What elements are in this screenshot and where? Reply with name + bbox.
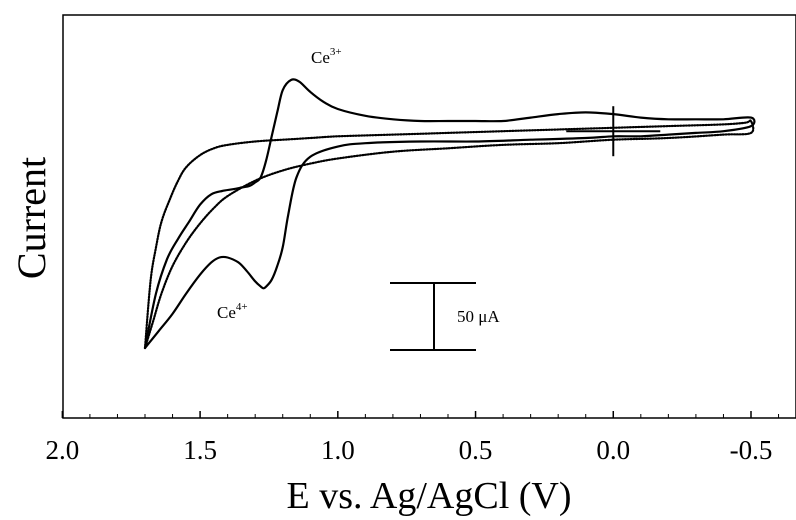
- x-tick-label: 0.0: [596, 435, 630, 465]
- annotation-ce3-sup: 3+: [330, 46, 342, 58]
- zero-current-marker: [566, 106, 661, 157]
- annotation-ce3: Ce3+: [311, 46, 342, 67]
- series-line-solid: [143, 78, 756, 350]
- annotation-ce3-base: Ce: [311, 48, 330, 67]
- annotation-ce4-sup: 4+: [236, 301, 248, 313]
- series-line-dotted: [143, 119, 755, 350]
- scale-bar-label: 50 μA: [457, 307, 500, 326]
- series-layer: [143, 78, 756, 350]
- x-axis-tick-labels: 2.0 1.5 1.0 0.5 0.0 -0.5: [45, 435, 772, 465]
- x-tick-label: 1.5: [183, 435, 217, 465]
- x-tick-label: -0.5: [730, 435, 773, 465]
- x-tick-label: 1.0: [321, 435, 355, 465]
- x-axis-ticks: [61, 411, 780, 418]
- annotation-ce4: Ce4+: [217, 301, 248, 322]
- y-axis-title: Current: [9, 157, 54, 279]
- annotation-ce4-base: Ce: [217, 303, 236, 322]
- x-tick-label: 0.5: [459, 435, 493, 465]
- x-axis-title: E vs. Ag/AgCl (V): [287, 475, 572, 517]
- scale-bar: 50 μA: [390, 282, 500, 351]
- plot-frame: [62, 14, 796, 419]
- x-tick-label: 2.0: [45, 435, 79, 465]
